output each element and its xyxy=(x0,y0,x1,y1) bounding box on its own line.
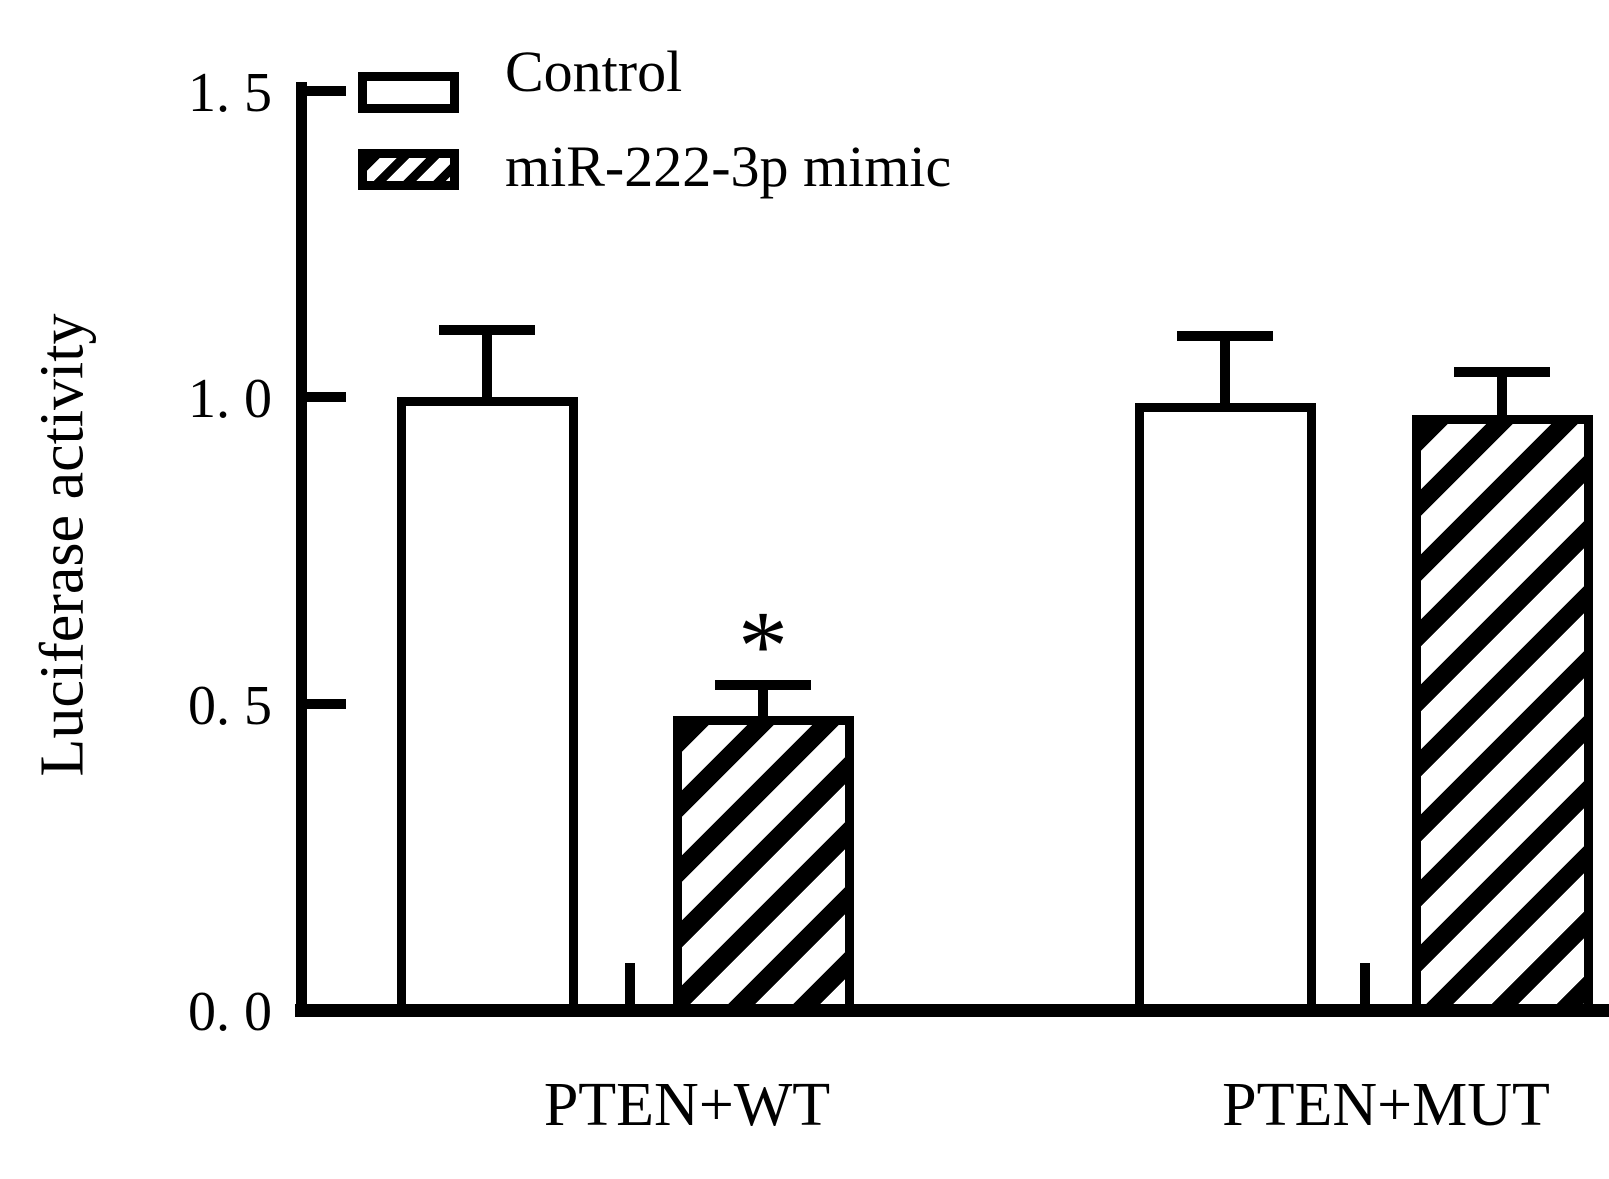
error-bar-stem xyxy=(482,329,492,405)
error-bar-stem xyxy=(1497,372,1507,424)
y-tick-label: 0. 5 xyxy=(188,674,272,737)
legend-label-control: Control xyxy=(505,39,683,104)
legend-swatch-control xyxy=(358,72,459,113)
bar-mimic-wt xyxy=(672,715,854,1016)
significance-asterisk: * xyxy=(738,590,788,701)
y-axis-line xyxy=(296,82,307,1017)
y-tick xyxy=(298,698,346,709)
y-tick-label: 1. 0 xyxy=(188,368,272,430)
error-bar-cap xyxy=(1177,330,1273,341)
x-category-tick xyxy=(1360,963,1370,1010)
x-category-label: PTEN+WT xyxy=(543,1071,831,1139)
bar-control-mut xyxy=(1134,403,1316,1016)
y-tick-label: 0. 0 xyxy=(188,981,272,1043)
legend-label-mimic: miR-222-3p mimic xyxy=(505,134,952,199)
x-axis-line xyxy=(295,1004,1609,1017)
y-tick xyxy=(298,85,346,96)
x-category-tick xyxy=(625,963,635,1010)
y-tick-label: 1. 5 xyxy=(188,61,272,124)
legend-swatch-mimic xyxy=(358,149,459,190)
x-category-label: PTEN+MUT xyxy=(1222,1071,1550,1139)
error-bar-stem xyxy=(1220,335,1230,412)
error-bar-cap xyxy=(439,324,535,335)
y-axis-title: Luciferase activity xyxy=(28,313,97,777)
error-bar-cap xyxy=(1454,367,1550,378)
error-bar-cap xyxy=(715,680,811,691)
y-tick xyxy=(298,392,346,402)
bar-mimic-mut xyxy=(1411,415,1593,1016)
error-bar-stem xyxy=(758,685,768,724)
bar-control-wt xyxy=(396,397,578,1016)
